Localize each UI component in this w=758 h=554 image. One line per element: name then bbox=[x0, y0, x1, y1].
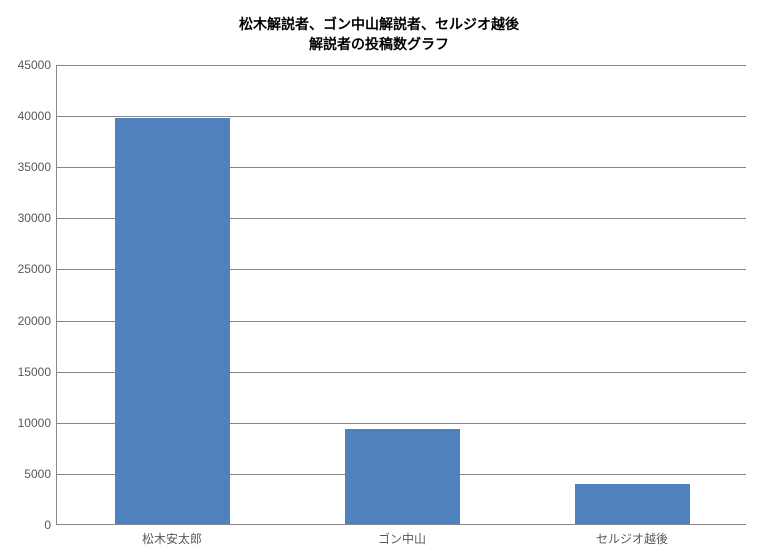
y-tick-label: 10000 bbox=[18, 416, 57, 430]
y-tick-label: 20000 bbox=[18, 314, 57, 328]
y-tick-label: 30000 bbox=[18, 211, 57, 225]
y-tick-label: 25000 bbox=[18, 262, 57, 276]
y-tick-label: 35000 bbox=[18, 160, 57, 174]
plot-area: 0500010000150002000025000300003500040000… bbox=[56, 65, 746, 525]
chart-title-line1: 松木解説者、ゴン中山解説者、セルジオ越後 bbox=[0, 14, 758, 34]
x-tick-label: 松木安太郎 bbox=[142, 524, 202, 547]
y-tick-label: 0 bbox=[44, 518, 57, 532]
x-tick-label: ゴン中山 bbox=[378, 524, 426, 547]
gridline bbox=[57, 65, 746, 66]
y-tick-label: 45000 bbox=[18, 58, 57, 72]
x-tick-label: セルジオ越後 bbox=[596, 524, 668, 547]
y-tick-label: 5000 bbox=[24, 467, 57, 481]
y-tick-label: 40000 bbox=[18, 109, 57, 123]
chart-title-line2: 解説者の投稿数グラフ bbox=[0, 34, 758, 54]
gridline bbox=[57, 116, 746, 117]
chart-container: 松木解説者、ゴン中山解説者、セルジオ越後 解説者の投稿数グラフ 05000100… bbox=[0, 0, 758, 554]
bar bbox=[575, 484, 690, 524]
y-tick-label: 15000 bbox=[18, 365, 57, 379]
bar bbox=[345, 429, 460, 524]
bar bbox=[115, 118, 230, 524]
